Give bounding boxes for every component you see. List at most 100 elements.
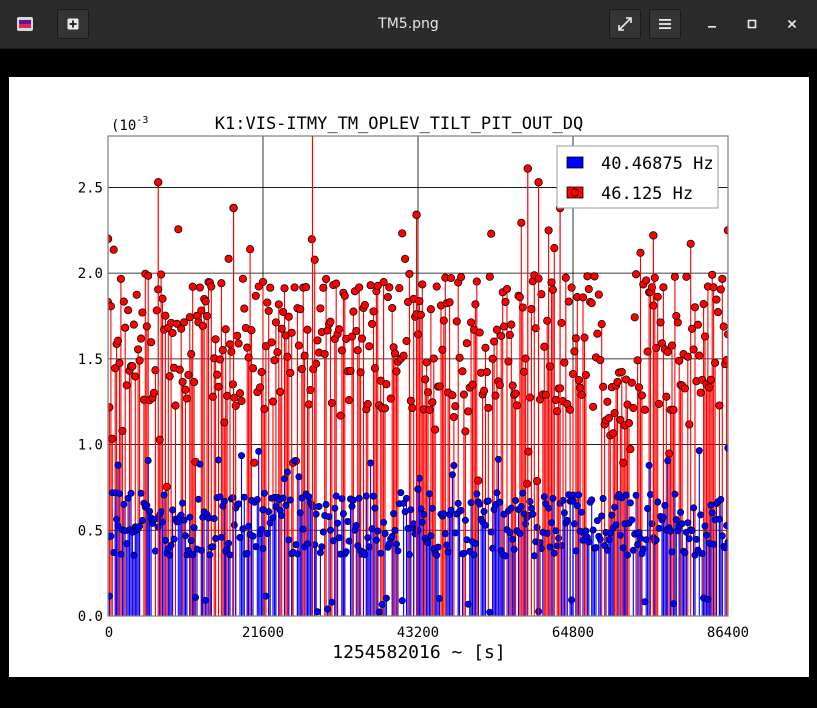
series-blue-point (375, 608, 383, 616)
series-red-point (129, 320, 138, 329)
new-tab-button[interactable] (57, 9, 89, 39)
series-red-point (632, 270, 641, 279)
series-red-point (545, 362, 555, 371)
series-red-point (485, 272, 494, 281)
series-blue-point (369, 492, 377, 500)
series-red-point (421, 375, 430, 384)
series-blue-point (519, 489, 527, 497)
close-button[interactable] (777, 9, 807, 39)
series-blue-stem-lines (108, 450, 728, 616)
series-red-point (392, 367, 401, 376)
series-red-point (261, 342, 270, 351)
series-red-point (675, 356, 684, 365)
series-blue-point (428, 504, 436, 512)
series-red-point (132, 290, 141, 299)
series-red-point (487, 229, 496, 238)
minimize-button[interactable] (697, 9, 727, 39)
series-red-stems (108, 222, 728, 616)
series-red-point (512, 401, 522, 410)
series-red-point (655, 399, 664, 408)
series-blue-point (536, 539, 544, 547)
series-red-point (366, 281, 375, 290)
series-red-point (215, 355, 224, 364)
fullscreen-button[interactable] (609, 9, 641, 39)
series-blue-point (517, 502, 525, 510)
series-red-point (121, 323, 130, 332)
series-red-point (475, 328, 484, 337)
series-blue-point (467, 499, 475, 507)
series-blue-point (319, 528, 327, 536)
series-blue-point (628, 516, 636, 524)
series-blue-point (668, 548, 676, 556)
series-red-point (580, 333, 589, 342)
series-red-point (626, 445, 635, 454)
series-red-point (327, 398, 336, 408)
series-red-point (603, 397, 612, 406)
series-red-point (561, 273, 570, 282)
series-blue-point (355, 494, 363, 502)
series-red-point (431, 425, 440, 434)
series-red-point (653, 292, 662, 301)
series-red-point (108, 302, 115, 311)
series-red-point (693, 320, 702, 329)
series-red-point (108, 434, 117, 443)
series-blue-point (641, 598, 649, 606)
series-red-point (507, 320, 516, 329)
series-red-point (696, 388, 705, 397)
series-blue-point (420, 510, 428, 518)
series-red-point (633, 356, 642, 365)
series-red-point (116, 274, 125, 283)
series-blue-point (117, 550, 125, 558)
series-red-point (624, 419, 634, 428)
series-blue-point (263, 529, 271, 537)
series-red-key-point (534, 178, 543, 187)
series-red-point (458, 367, 467, 376)
image-viewer-canvas[interactable]: 0 21600 43200 64800 86400 0.0 0.5 1.0 1.5 2.0 2.5 … (0, 49, 817, 708)
series-red-point (161, 311, 170, 320)
series-blue-point (552, 527, 560, 535)
series-blue-point (212, 534, 220, 542)
series-blue-key-point (569, 497, 577, 505)
series-blue-point (391, 526, 399, 534)
series-red-point (297, 364, 306, 374)
series-blue-point (138, 516, 146, 524)
menu-button[interactable] (649, 9, 681, 39)
series-red-point (518, 303, 527, 312)
series-red-point (524, 447, 533, 456)
series-blue-point (540, 493, 548, 501)
series-red-point (385, 283, 394, 292)
series-red-point (609, 429, 618, 438)
series-blue-point (636, 534, 644, 542)
series-red-point (426, 305, 435, 314)
series-blue-point (279, 494, 287, 502)
series-blue-point (708, 509, 716, 517)
series-blue-point (510, 545, 518, 553)
series-red-point (380, 404, 390, 413)
series-red-point (406, 396, 415, 405)
window-titlebar: TM5.png (0, 0, 817, 49)
series-red-point (268, 397, 278, 406)
maximize-button[interactable] (737, 9, 767, 39)
series-red-point (713, 308, 723, 317)
series-red-point (149, 388, 158, 397)
series-red-point (594, 290, 603, 299)
series-blue-point (433, 551, 441, 559)
series-blue-point (397, 489, 405, 497)
series-blue-point (410, 520, 418, 528)
plot-frame (107, 135, 729, 617)
series-red-point (667, 341, 677, 350)
series-blue-point (516, 530, 524, 538)
series-red-point (457, 273, 466, 282)
series-red-point (482, 367, 491, 377)
series-blue-point (398, 597, 406, 605)
series-blue-point (484, 497, 492, 505)
image-viewer-icon[interactable] (17, 17, 33, 31)
series-blue-point (634, 540, 642, 548)
series-red-point (583, 272, 592, 281)
series-red-point (537, 290, 546, 299)
series-blue-point (235, 500, 243, 508)
series-red-point (712, 295, 721, 304)
series-blue-point (130, 551, 138, 559)
series-blue-point (249, 532, 257, 540)
x-tick-label: 43200 (397, 625, 439, 641)
